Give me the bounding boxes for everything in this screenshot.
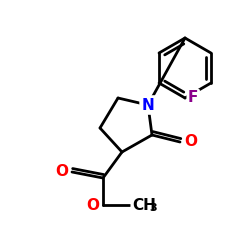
Text: O: O xyxy=(55,164,68,180)
Text: N: N xyxy=(142,98,154,112)
Text: 3: 3 xyxy=(149,203,156,213)
Text: F: F xyxy=(188,90,198,106)
Text: O: O xyxy=(86,198,99,212)
Text: CH: CH xyxy=(132,198,156,212)
Text: O: O xyxy=(184,134,197,150)
